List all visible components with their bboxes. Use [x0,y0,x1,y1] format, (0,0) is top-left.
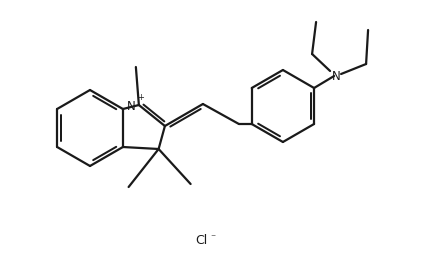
Text: Cl: Cl [196,233,208,247]
Text: N: N [332,69,341,83]
Text: ⁻: ⁻ [210,233,215,243]
Text: +: + [137,94,144,102]
Text: N: N [126,99,135,113]
